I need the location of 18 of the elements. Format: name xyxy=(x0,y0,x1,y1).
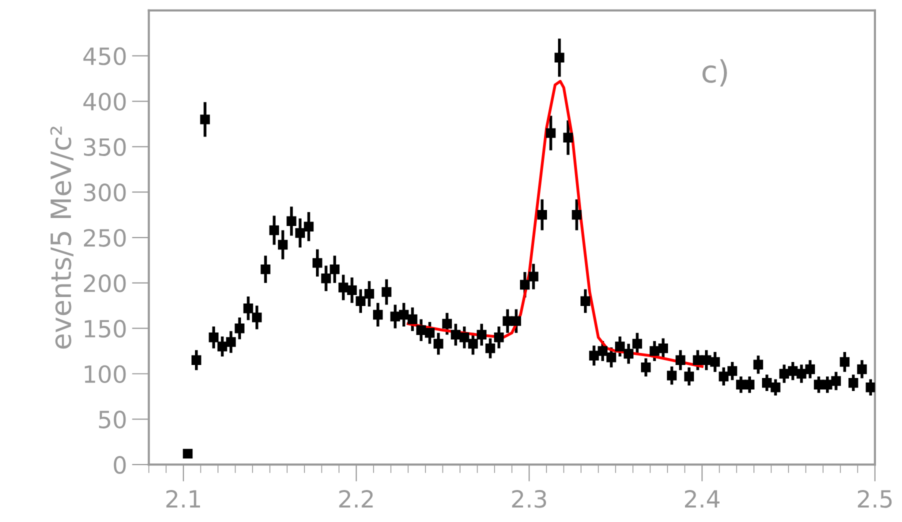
y-tick-label: 400 xyxy=(83,92,126,111)
x-tick-label: 2.1 xyxy=(166,490,200,508)
x-tick-label: 2.2 xyxy=(339,490,373,508)
y-tick-label: 450 xyxy=(83,47,126,66)
annotation: c) xyxy=(702,59,727,86)
x-tick-label: 2.5 xyxy=(858,490,892,508)
y-tick-label: 150 xyxy=(84,320,126,338)
y-tick-label: 250 xyxy=(84,228,126,247)
y-tick-label: 50 xyxy=(99,410,126,428)
line-series xyxy=(406,80,704,368)
y-tick-label: 350 xyxy=(84,138,126,156)
y-axis-title: events/5 MeV/c² xyxy=(50,126,74,349)
y-tick-label: 300 xyxy=(84,184,126,202)
x-tick-label: 2.4 xyxy=(685,490,720,508)
y-tick-label: 0 xyxy=(114,456,126,474)
y-tick-label: 200 xyxy=(84,274,126,292)
y-tick-label: 100 xyxy=(84,365,126,384)
x-tick-label: 2.3 xyxy=(512,490,546,508)
